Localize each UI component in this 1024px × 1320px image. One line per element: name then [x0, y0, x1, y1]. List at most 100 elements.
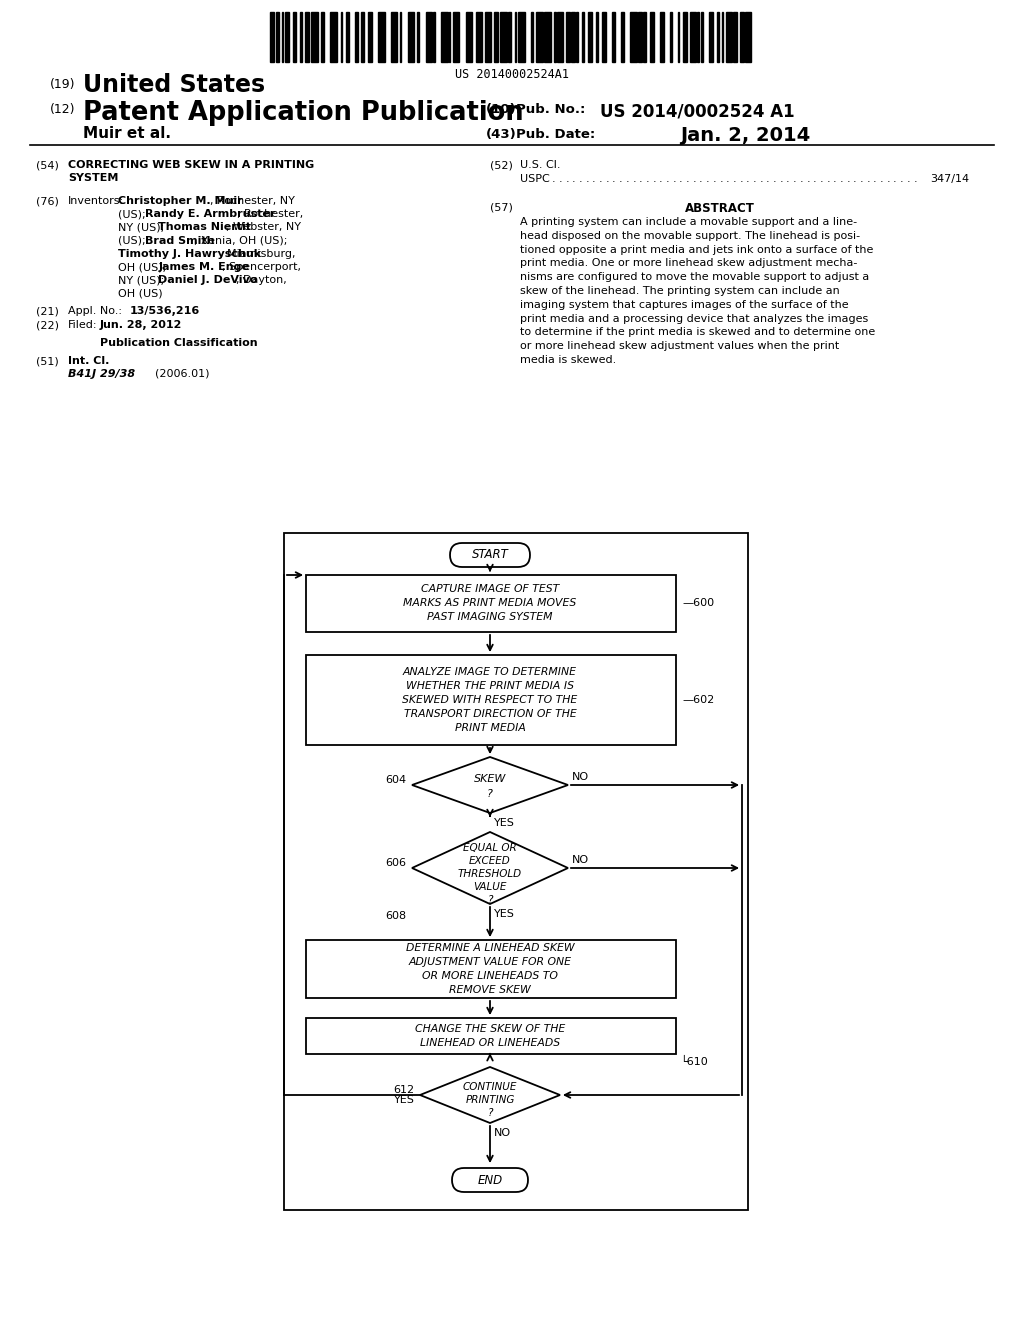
Bar — [408, 12, 414, 62]
Bar — [391, 12, 397, 62]
Text: ANALYZE IMAGE TO DETERMINE
WHETHER THE PRINT MEDIA IS
SKEWED WITH RESPECT TO THE: ANALYZE IMAGE TO DETERMINE WHETHER THE P… — [402, 667, 578, 733]
Text: .: . — [866, 174, 870, 183]
Text: .: . — [699, 174, 702, 183]
FancyBboxPatch shape — [450, 543, 530, 568]
Bar — [508, 12, 511, 62]
Text: └610: └610 — [680, 1057, 708, 1067]
Text: .: . — [760, 174, 763, 183]
Text: SYSTEM: SYSTEM — [68, 173, 119, 183]
Bar — [286, 12, 290, 62]
Text: 604: 604 — [385, 775, 406, 785]
Text: .: . — [732, 174, 736, 183]
Text: .: . — [552, 174, 556, 183]
Text: NY (US);: NY (US); — [118, 275, 168, 285]
Text: Filed:: Filed: — [68, 319, 97, 330]
Bar — [284, 533, 748, 1210]
Text: .: . — [766, 174, 770, 183]
Text: .: . — [887, 174, 890, 183]
Bar — [276, 12, 279, 62]
Bar — [643, 12, 646, 62]
Text: .: . — [592, 174, 596, 183]
Text: Christopher M. Muir: Christopher M. Muir — [118, 195, 243, 206]
Bar — [346, 12, 348, 62]
Text: .: . — [840, 174, 844, 183]
Bar — [306, 1018, 676, 1053]
Text: ABSTRACT: ABSTRACT — [685, 202, 755, 215]
Text: .: . — [860, 174, 863, 183]
Text: .: . — [605, 174, 609, 183]
Polygon shape — [420, 1067, 560, 1123]
Bar — [537, 12, 543, 62]
Text: , Miamisburg,: , Miamisburg, — [220, 248, 295, 259]
Text: skew of the linehead. The printing system can include an: skew of the linehead. The printing syste… — [520, 286, 840, 296]
Text: Timothy J. Hawryschuk: Timothy J. Hawryschuk — [118, 248, 261, 259]
Bar — [602, 12, 606, 62]
Bar — [733, 12, 737, 62]
Text: .: . — [726, 174, 729, 183]
Text: , Rochester,: , Rochester, — [238, 209, 303, 219]
Text: NO: NO — [572, 855, 589, 865]
Bar — [485, 12, 492, 62]
Text: .: . — [673, 174, 676, 183]
Text: .: . — [853, 174, 857, 183]
Text: YES: YES — [394, 1096, 415, 1105]
Bar — [717, 12, 719, 62]
Text: Appl. No.:: Appl. No.: — [68, 306, 126, 315]
Text: or more linehead skew adjustment values when the print: or more linehead skew adjustment values … — [520, 341, 840, 351]
Text: .: . — [826, 174, 830, 183]
Text: .: . — [632, 174, 636, 183]
Text: .: . — [880, 174, 884, 183]
Bar — [660, 12, 664, 62]
Text: 606: 606 — [385, 858, 406, 869]
FancyBboxPatch shape — [452, 1168, 528, 1192]
Text: .: . — [813, 174, 816, 183]
Text: CHANGE THE SKEW OF THE
LINEHEAD OR LINEHEADS: CHANGE THE SKEW OF THE LINEHEAD OR LINEH… — [415, 1024, 565, 1048]
Bar — [293, 12, 296, 62]
Text: Jun. 28, 2012: Jun. 28, 2012 — [100, 319, 182, 330]
Bar — [722, 12, 723, 62]
Text: .: . — [586, 174, 589, 183]
Bar — [709, 12, 713, 62]
Text: OH (US);: OH (US); — [118, 261, 170, 272]
Text: Publication Classification: Publication Classification — [100, 338, 258, 348]
Bar — [449, 12, 451, 62]
Bar — [270, 12, 273, 62]
Bar — [341, 12, 342, 62]
Text: START: START — [472, 549, 508, 561]
Text: .: . — [906, 174, 910, 183]
Text: media is skewed.: media is skewed. — [520, 355, 616, 366]
Text: Brad Smith: Brad Smith — [145, 235, 214, 246]
Text: SKEW: SKEW — [474, 774, 506, 784]
Text: .: . — [739, 174, 743, 183]
Text: to determine if the print media is skewed and to determine one: to determine if the print media is skewe… — [520, 327, 876, 338]
Text: EQUAL OR: EQUAL OR — [463, 843, 517, 853]
Text: Thomas Niertit: Thomas Niertit — [159, 222, 252, 232]
Text: .: . — [639, 174, 643, 183]
Text: , Rochester, NY: , Rochester, NY — [210, 195, 295, 206]
Bar — [306, 655, 676, 744]
Text: James M. Enge: James M. Enge — [159, 261, 250, 272]
Text: (19): (19) — [50, 78, 76, 91]
Bar — [400, 12, 401, 62]
Text: Inventors:: Inventors: — [68, 195, 124, 206]
Text: .: . — [706, 174, 710, 183]
Text: .: . — [572, 174, 575, 183]
Bar — [582, 12, 584, 62]
Text: .: . — [833, 174, 837, 183]
Bar — [745, 12, 752, 62]
Text: head disposed on the movable support. The linehead is posi-: head disposed on the movable support. Th… — [520, 231, 860, 240]
Text: CONTINUE: CONTINUE — [463, 1082, 517, 1092]
Text: A printing system can include a movable support and a line-: A printing system can include a movable … — [520, 216, 857, 227]
Bar — [740, 12, 743, 62]
Bar — [622, 12, 624, 62]
Text: CORRECTING WEB SKEW IN A PRINTING: CORRECTING WEB SKEW IN A PRINTING — [68, 160, 314, 170]
Bar — [515, 12, 516, 62]
Bar — [361, 12, 364, 62]
Text: (54): (54) — [36, 160, 58, 170]
Bar — [355, 12, 357, 62]
Text: .: . — [579, 174, 583, 183]
Bar — [683, 12, 687, 62]
Text: ?: ? — [487, 1107, 493, 1118]
Text: US 2014/0002524 A1: US 2014/0002524 A1 — [600, 103, 795, 121]
Text: .: . — [652, 174, 656, 183]
